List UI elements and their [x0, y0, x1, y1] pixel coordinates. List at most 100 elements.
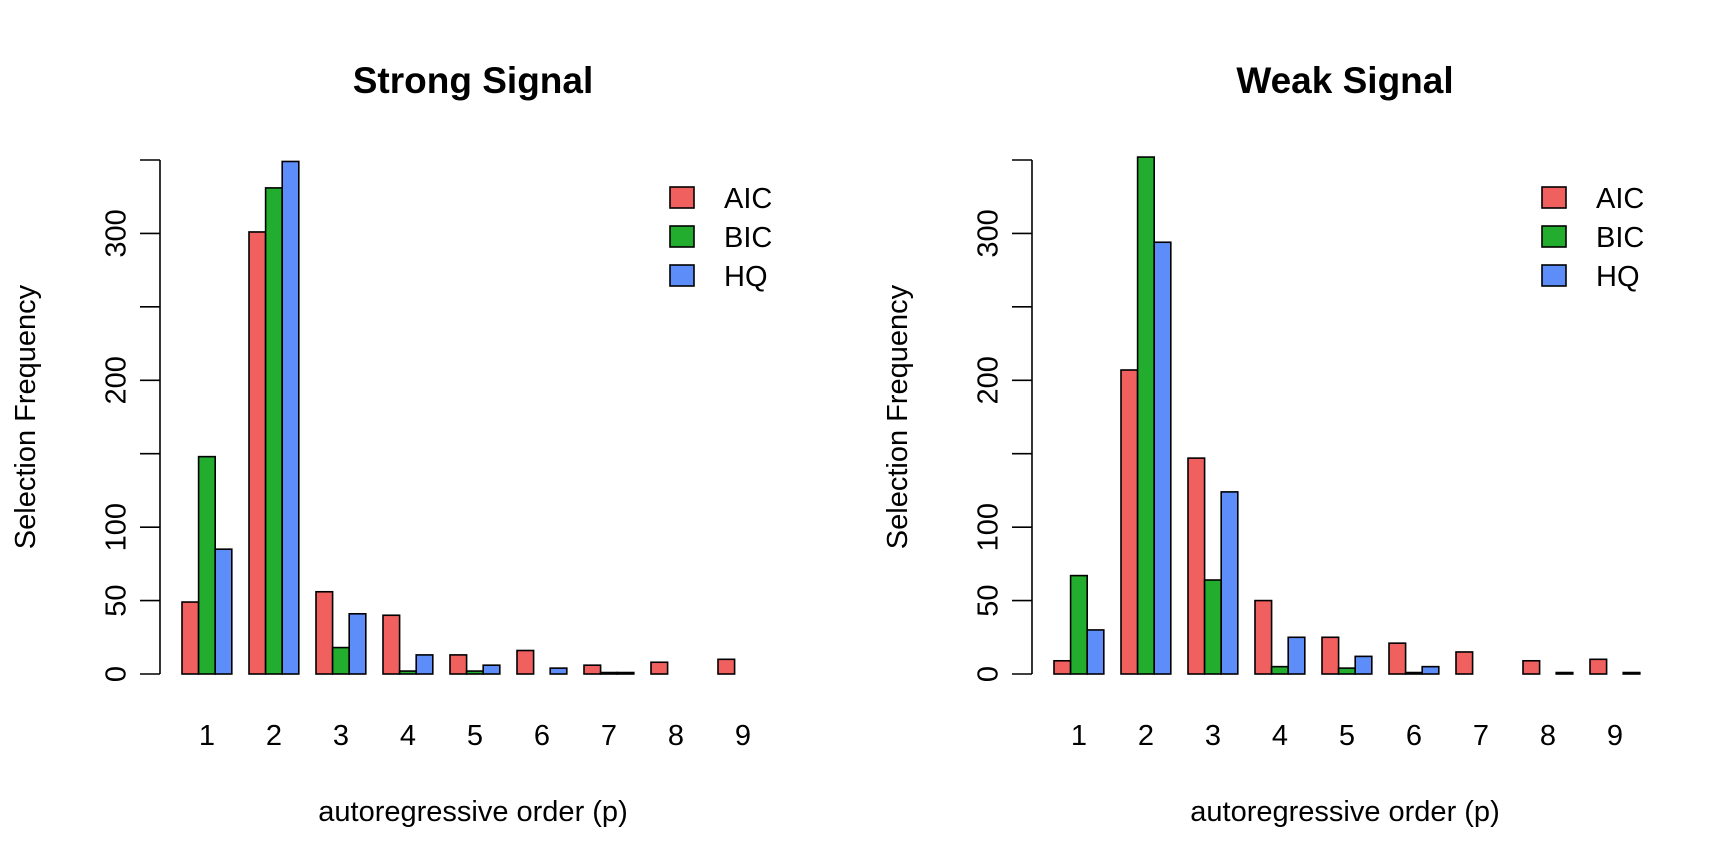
legend: AIC BIC HQ [1541, 183, 1644, 293]
bar-hq-p5 [482, 664, 501, 675]
x-tick-label: 9 [735, 720, 751, 752]
x-tick-label: 5 [1339, 720, 1355, 752]
x-tick-label: 8 [1540, 720, 1556, 752]
bar-bic-p1 [1069, 574, 1088, 675]
bar-group [181, 160, 736, 675]
x-tick-label: 2 [266, 720, 282, 752]
y-axis: 0 50 100 200 300 [973, 159, 1033, 682]
legend-swatch-bic [1541, 225, 1567, 248]
x-tick-label: 1 [199, 720, 215, 752]
bar-hq-p5 [1354, 655, 1373, 675]
x-tick-label: 4 [400, 720, 416, 752]
x-tick-label: 6 [1406, 720, 1422, 752]
bar-bic-p2 [264, 187, 284, 675]
y-tick-label: 0 [973, 666, 1005, 682]
bar-hq-p3 [348, 612, 367, 675]
bar-aic-p3 [1187, 457, 1206, 675]
y-tick-label: 300 [973, 209, 1005, 257]
bar-bic-p3 [331, 646, 351, 675]
bar-aic-p6 [1388, 642, 1407, 675]
legend-label-hq: HQ [724, 261, 768, 293]
y-tick-label: 50 [973, 584, 1005, 616]
bar-hq-p8 [1555, 671, 1574, 675]
bar-aic-p8 [650, 661, 669, 675]
bar-bic-p6 [1404, 671, 1423, 675]
y-tick-label: 300 [101, 209, 133, 257]
legend-label-bic: BIC [724, 222, 772, 254]
bar-hq-p4 [415, 654, 434, 675]
bar-aic-p9 [1589, 658, 1608, 675]
legend: AIC BIC HQ [669, 183, 772, 293]
x-tick-label: 4 [1272, 720, 1288, 752]
x-tick-label: 2 [1138, 720, 1154, 752]
x-tick-label: 3 [333, 720, 349, 752]
y-tick-label: 50 [101, 584, 133, 616]
x-tick-label: 6 [534, 720, 550, 752]
bar-aic-p1 [1053, 659, 1072, 675]
bar-aic-p4 [1254, 599, 1273, 675]
bar-aic-p6 [516, 649, 535, 675]
bar-aic-p2 [248, 231, 267, 675]
bar-bic-p2 [1136, 156, 1155, 675]
bar-hq-p3 [1220, 491, 1239, 675]
strong-signal-panel: Strong Signal Selection Frequency autore… [10, 60, 772, 828]
x-tick-label: 7 [601, 720, 617, 752]
legend-swatch-hq [669, 264, 695, 287]
y-tick-label: 100 [973, 503, 1005, 551]
bar-group [1053, 156, 1641, 675]
y-axis-label: Selection Frequency [10, 284, 42, 549]
bar-bic-p7 [599, 671, 618, 675]
bar-hq-p4 [1287, 636, 1306, 675]
legend-swatch-aic [669, 186, 695, 209]
x-axis-label: autoregressive order (p) [1190, 796, 1499, 828]
bar-aic-p2 [1120, 369, 1139, 675]
chart-title: Strong Signal [353, 60, 594, 101]
bar-aic-p8 [1522, 659, 1541, 675]
x-tick-label: 9 [1607, 720, 1623, 752]
bar-aic-p5 [449, 654, 468, 675]
x-axis-label: autoregressive order (p) [318, 796, 627, 828]
x-tick-label: 1 [1071, 720, 1087, 752]
bar-hq-p6 [1421, 665, 1440, 675]
x-tick-label: 5 [467, 720, 483, 752]
y-tick-label: 200 [101, 356, 133, 404]
y-tick-label: 0 [101, 666, 133, 682]
bar-aic-p5 [1321, 636, 1340, 675]
chart-title: Weak Signal [1236, 60, 1453, 101]
y-axis: 0 50 100 200 300 [101, 159, 161, 682]
x-tick-label: 8 [668, 720, 684, 752]
bar-hq-p2 [281, 160, 300, 675]
y-axis-label: Selection Frequency [882, 284, 914, 549]
bar-bic-p4 [1270, 665, 1289, 675]
bar-bic-p5 [465, 670, 485, 675]
bar-hq-p2 [1153, 241, 1172, 675]
x-tick-label: 7 [1473, 720, 1489, 752]
bar-hq-p1 [214, 548, 233, 675]
bar-aic-p3 [315, 590, 334, 675]
x-tick-label: 3 [1205, 720, 1221, 752]
legend-swatch-hq [1541, 264, 1567, 287]
bar-aic-p7 [1455, 651, 1474, 675]
bar-aic-p4 [382, 614, 401, 675]
weak-signal-panel: Weak Signal Selection Frequency autoregr… [882, 60, 1644, 828]
bar-bic-p1 [197, 455, 217, 675]
bar-bic-p5 [1337, 667, 1356, 675]
bar-hq-p1 [1086, 629, 1105, 675]
legend-swatch-aic [1541, 186, 1567, 209]
legend-label-aic: AIC [724, 183, 772, 215]
legend-label-bic: BIC [1596, 222, 1644, 254]
bar-aic-p9 [717, 658, 736, 675]
bar-bic-p4 [398, 670, 418, 675]
x-axis-ticks: 1 2 3 4 5 6 7 8 9 [199, 720, 751, 752]
x-axis-ticks: 1 2 3 4 5 6 7 8 9 [1071, 720, 1623, 752]
y-tick-label: 100 [101, 503, 133, 551]
legend-swatch-bic [669, 225, 695, 248]
bar-hq-p9 [1622, 671, 1641, 675]
bar-bic-p3 [1203, 579, 1222, 675]
legend-label-hq: HQ [1596, 261, 1640, 293]
bar-aic-p1 [181, 601, 200, 675]
bar-aic-p7 [583, 664, 602, 675]
bar-hq-p6 [549, 667, 568, 675]
legend-label-aic: AIC [1596, 183, 1644, 215]
